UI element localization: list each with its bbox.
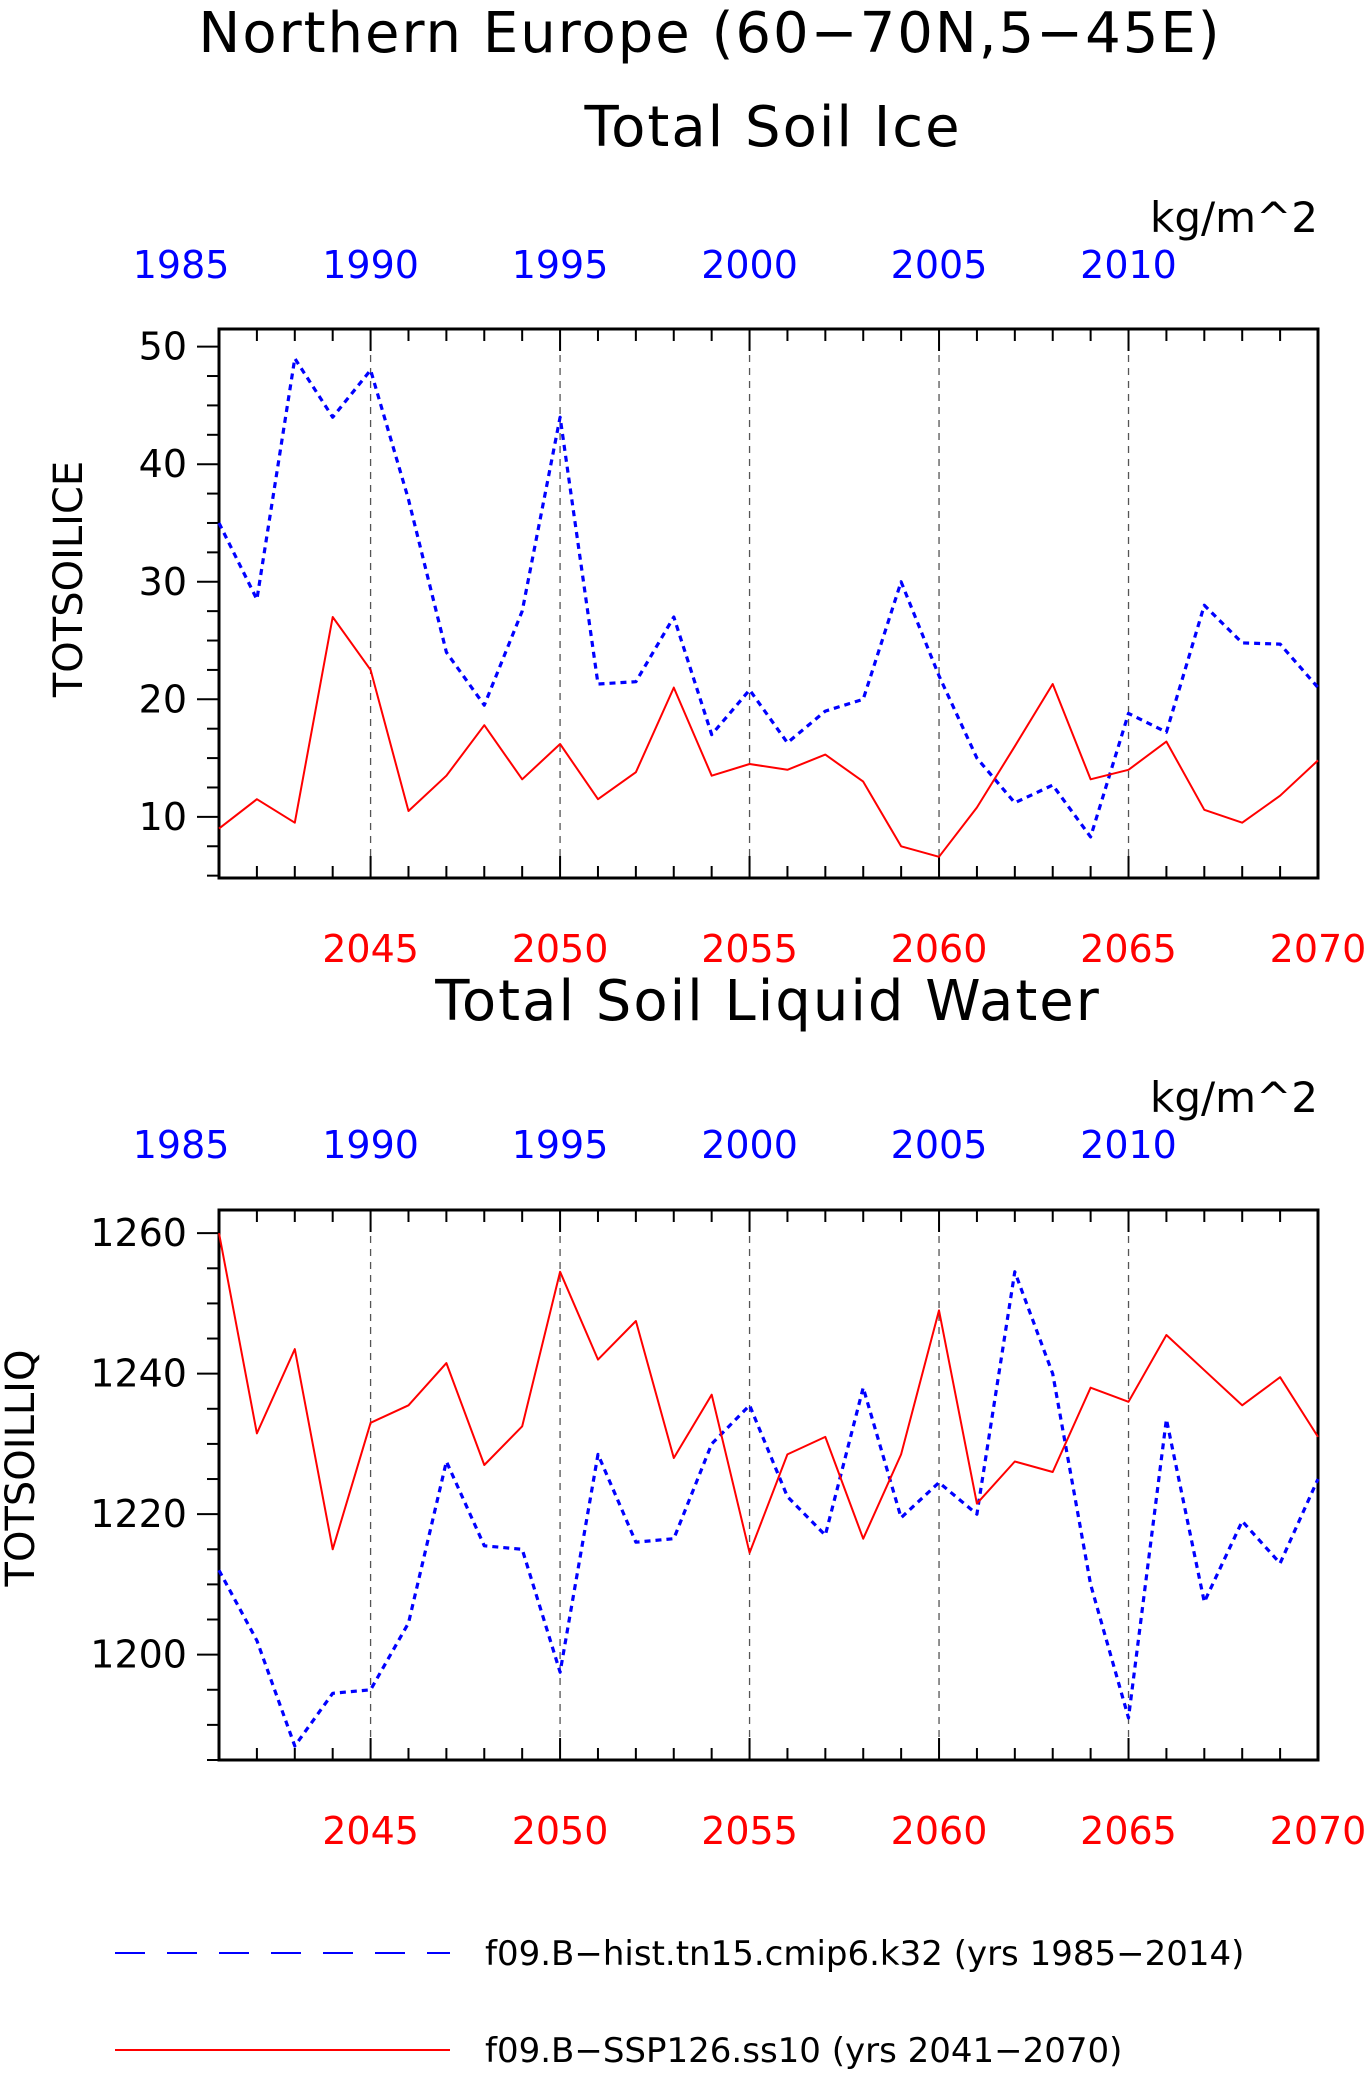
y-tick-label: 50 (139, 325, 187, 369)
bottom-axis-tick-label: 2070 (1270, 1809, 1367, 1853)
bottom-axis-tick-label: 2045 (322, 1809, 419, 1853)
top-axis-tick-label: 2010 (1080, 1123, 1177, 1167)
panel-title-soil-liquid: Total Soil Liquid Water (434, 969, 1101, 1034)
series-line-hist (217, 1270, 1320, 1748)
panel-total-soil-ice: Total Soil Ice kg/m^2 TOTSOILICE 10 20 30 4… (46, 95, 1366, 971)
y-tick-label: 20 (139, 677, 187, 721)
legend-label-future: f09.B−SSP126.ss10 (yrs 2041−2070) (485, 2031, 1122, 2071)
y-tick-label: 30 (139, 560, 187, 604)
legend-label-hist: f09.B−hist.tn15.cmip6.k32 (yrs 1985−2014… (485, 1934, 1244, 1974)
units-label-soil-ice: kg/m^2 (1150, 193, 1318, 242)
bottom-axis-tick-label: 2070 (1270, 927, 1367, 971)
units-label-soil-liquid: kg/m^2 (1150, 1073, 1318, 1122)
bottom-axis-tick-label: 2055 (701, 1809, 798, 1853)
bottom-axis-tick-label: 2050 (512, 927, 609, 971)
top-axis-tick-label: 1985 (133, 1123, 230, 1167)
series-line-future (218, 1233, 1319, 1554)
plot-frame (217, 327, 1320, 880)
bottom-axis-tick-label: 2065 (1080, 1809, 1177, 1853)
top-axis-tick-label: 2005 (891, 243, 988, 287)
y-tick-label: 1220 (90, 1492, 187, 1536)
bottom-axis-tick-label: 2065 (1080, 927, 1177, 971)
y-tick-label: 1260 (90, 1211, 187, 1255)
bottom-axis-tick-label: 2060 (891, 927, 988, 971)
bottom-axis-tick-label: 2055 (701, 927, 798, 971)
y-tick-label: 40 (139, 442, 187, 486)
top-axis-tick-label: 2000 (701, 243, 798, 287)
bottom-axis-tick-label: 2045 (322, 927, 419, 971)
panel-total-soil-liquid-water: Total Soil Liquid Water kg/m^2 TOTSOILLI… (0, 969, 1366, 1853)
top-axis-tick-label: 1990 (322, 243, 419, 287)
top-axis-tick-label: 2000 (701, 1123, 798, 1167)
y-tick-label: 1240 (90, 1352, 187, 1396)
legend: f09.B−hist.tn15.cmip6.k32 (yrs 1985−2014… (115, 1934, 1244, 2071)
top-axis-tick-label: 1990 (322, 1123, 419, 1167)
top-axis-tick-label: 2010 (1080, 243, 1177, 287)
top-axis-tick-label: 1995 (512, 243, 609, 287)
top-axis-tick-label: 2005 (891, 1123, 988, 1167)
top-axis-tick-label: 1995 (512, 1123, 609, 1167)
y-axis-label-soil-liquid: TOTSOILLIQ (0, 1350, 44, 1588)
bottom-axis-tick-label: 2060 (891, 1809, 988, 1853)
y-axis-label-soil-ice: TOTSOILICE (46, 461, 92, 698)
bottom-axis-tick-label: 2050 (512, 1809, 609, 1853)
top-axis-tick-label: 1985 (133, 243, 230, 287)
plot-frame (217, 1208, 1320, 1762)
series-line-hist (217, 356, 1320, 839)
series-line-future (218, 616, 1319, 858)
figure-title: Northern Europe (60−70N,5−45E) (198, 1, 1221, 66)
panel-title-soil-ice: Total Soil Ice (583, 95, 961, 160)
y-tick-label: 1200 (90, 1633, 187, 1677)
y-tick-label: 10 (139, 795, 187, 839)
